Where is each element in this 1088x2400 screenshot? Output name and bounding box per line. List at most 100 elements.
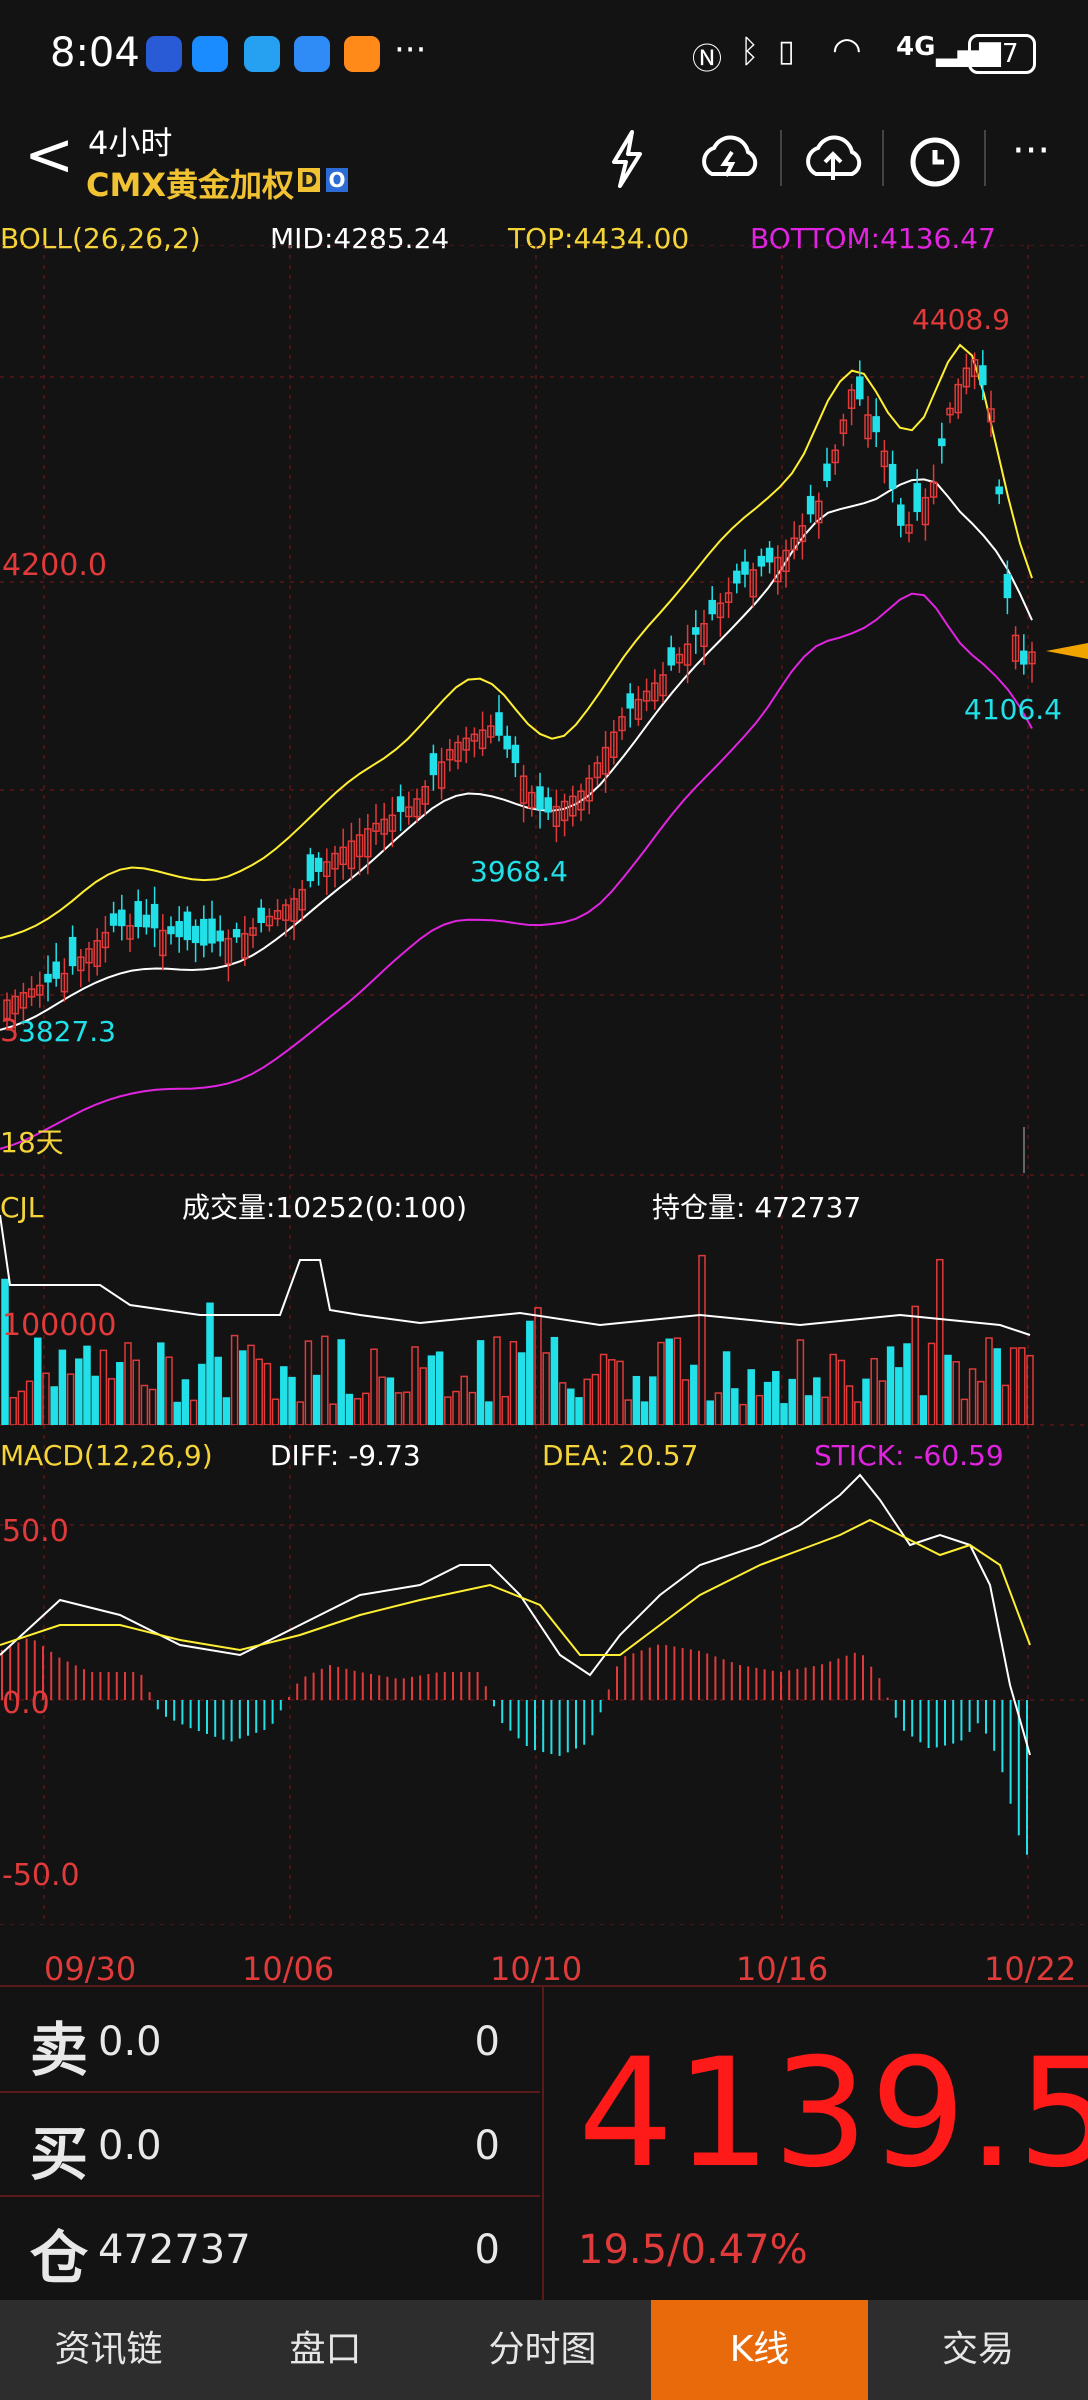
candle — [364, 828, 372, 858]
volume-bar — [706, 1400, 714, 1425]
more-notifications-icon: ··· — [394, 30, 427, 70]
candle — [77, 956, 85, 972]
candle — [380, 818, 388, 835]
candle — [675, 653, 684, 664]
quote-divider — [542, 1987, 544, 2302]
candle — [839, 419, 848, 434]
candle — [987, 408, 995, 423]
candle — [815, 500, 823, 524]
boll-mid: MID:4285.24 — [270, 222, 450, 255]
more-menu-icon[interactable]: ··· — [1012, 128, 1051, 174]
nfc-icon: Ⓝ — [692, 42, 722, 77]
candlestick-chart[interactable]: 4200.0 4408.9 3968.4 4106.4 3 3827.3 18天 — [0, 245, 1088, 1175]
volume-chart[interactable]: CJL 成交量:10252(0:100) 持仓量: 472737 100000 — [0, 1175, 1088, 1425]
candle — [847, 389, 856, 409]
candle — [216, 930, 224, 942]
candle — [347, 840, 356, 870]
lightning-icon[interactable] — [592, 124, 662, 194]
tab-intraday[interactable]: 分时图 — [488, 2329, 597, 2370]
candle — [511, 744, 520, 764]
volume-bar — [854, 1401, 862, 1425]
volume-bar — [690, 1364, 698, 1425]
low-price-label: 3827.3 — [18, 1015, 116, 1048]
candle — [159, 929, 167, 957]
candle — [241, 932, 249, 959]
volume-bar — [747, 1369, 755, 1425]
macd-diff-line — [0, 1473, 1031, 1756]
volume-bar — [1009, 1347, 1018, 1425]
candle — [109, 913, 118, 926]
tab-trade[interactable]: 交易 — [941, 2329, 1014, 2370]
tab-news-chain[interactable]: 资讯链 — [54, 2329, 163, 2370]
volume-bar — [927, 1342, 936, 1425]
position-row[interactable]: 仓 472737 0 — [0, 2195, 540, 2299]
candle — [995, 486, 1003, 495]
candle — [626, 693, 634, 709]
candle — [733, 570, 741, 584]
bluetooth-icon: ᛒ — [740, 32, 760, 70]
cloud-sync-icon[interactable] — [694, 124, 764, 194]
volume-bar — [517, 1352, 526, 1425]
macd-chart[interactable]: MACD(12,26,9) DIFF: -9.73 DEA: 20.57 STI… — [0, 1425, 1088, 1925]
candle — [560, 800, 569, 822]
macd-dea: DEA: 20.57 — [542, 1439, 698, 1472]
macd-level-bottom: -50.0 — [2, 1858, 80, 1893]
candle — [446, 749, 454, 761]
candle — [1003, 573, 1012, 599]
volume-bar — [296, 1401, 304, 1425]
candle — [257, 907, 265, 924]
candle — [36, 984, 44, 996]
volume-bar — [591, 1373, 600, 1425]
volume-bar — [394, 1392, 403, 1425]
volume-bar — [280, 1366, 288, 1425]
macd-dea-line — [0, 1518, 1031, 1656]
volume-bar — [977, 1380, 985, 1425]
volume-bar — [837, 1359, 846, 1425]
clock-icon[interactable] — [900, 124, 970, 194]
open-interest-value: 持仓量: 472737 — [652, 1191, 861, 1224]
volume-bar — [222, 1397, 231, 1425]
candle — [183, 911, 192, 941]
volume-bar — [780, 1403, 788, 1425]
date-label: 10/16 — [736, 1950, 829, 1988]
volume-bar — [616, 1360, 624, 1425]
candle — [765, 547, 774, 563]
sell-row[interactable]: 卖 0.0 0 — [0, 1987, 540, 2093]
position-label: 仓 — [30, 2224, 89, 2292]
volume-bar — [665, 1338, 673, 1425]
candle — [208, 918, 216, 944]
volume-bar — [148, 1388, 157, 1425]
buy-row[interactable]: 买 0.0 0 — [0, 2091, 540, 2197]
volume-bar — [75, 1358, 83, 1425]
volume-bar — [345, 1393, 354, 1425]
volume-bar — [329, 1403, 337, 1425]
volume-bar — [575, 1397, 583, 1425]
candle — [413, 798, 421, 818]
volume-bar — [493, 1336, 501, 1425]
candle — [388, 814, 397, 832]
candle — [52, 961, 60, 979]
volume-bar — [460, 1375, 468, 1425]
cloud-upload-icon[interactable] — [798, 124, 868, 194]
candle — [962, 367, 971, 388]
back-button[interactable]: < — [24, 120, 75, 190]
volume-bar — [362, 1392, 370, 1425]
volume-bar — [476, 1340, 485, 1425]
candle — [405, 806, 413, 818]
candle — [421, 785, 429, 805]
volume-bar — [312, 1374, 321, 1425]
volume-bar — [722, 1351, 731, 1425]
volume-bar — [608, 1359, 616, 1425]
tab-kline[interactable]: K线 — [651, 2300, 868, 2400]
candle — [167, 926, 175, 935]
volume-bar — [1001, 1384, 1010, 1425]
volume-bar — [886, 1346, 895, 1425]
video-app-icon — [344, 36, 380, 72]
header-divider — [780, 130, 782, 186]
header-divider — [984, 130, 986, 186]
candle — [44, 973, 52, 983]
tab-order-book[interactable]: 盘口 — [289, 2329, 362, 2370]
volume-bar — [681, 1379, 690, 1425]
boll-bottom-line — [0, 592, 1033, 1150]
volume-bar — [993, 1348, 1001, 1425]
